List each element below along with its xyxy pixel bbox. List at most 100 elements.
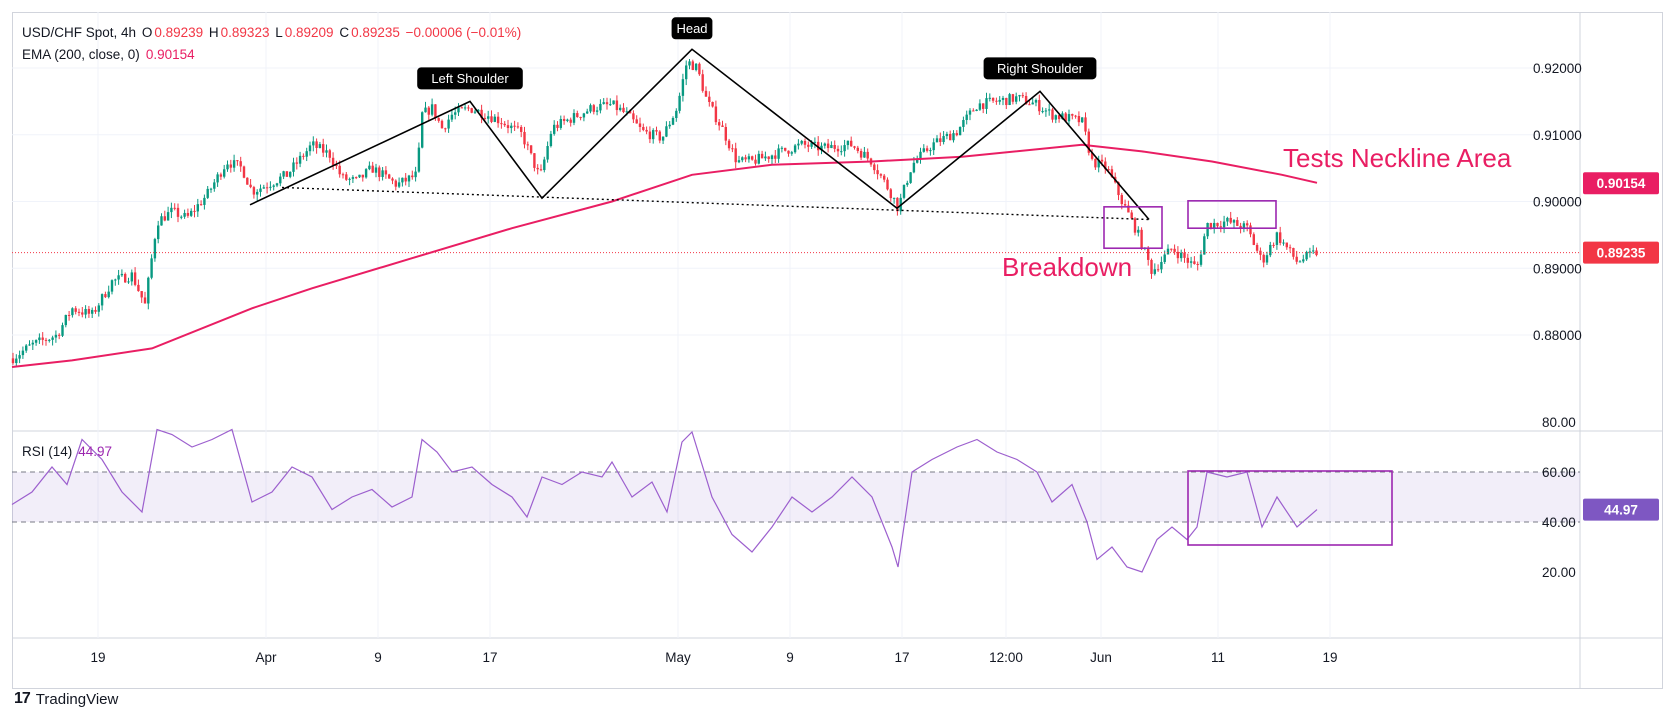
candle-body [727, 140, 731, 149]
candle-body [586, 111, 589, 114]
candle-body [259, 188, 262, 192]
candle-body [876, 170, 879, 175]
neckline [281, 186, 1150, 221]
pattern-label-bg [983, 57, 1097, 80]
head-and-shoulders-line [249, 48, 1150, 221]
candle-body [1031, 102, 1034, 105]
candle-body [265, 187, 269, 189]
candle-body [262, 187, 265, 189]
candle-body [1048, 109, 1051, 111]
candle-body [975, 109, 978, 111]
candle-body [371, 165, 374, 173]
candle-body [285, 171, 289, 177]
candle-body [1279, 232, 1282, 243]
candle-body [1094, 158, 1097, 168]
candle-body [793, 145, 797, 153]
candle-body [599, 103, 602, 111]
candle-body [1087, 131, 1090, 153]
rsi-value: 44.97 [78, 444, 113, 459]
candle-body [127, 281, 130, 283]
symbol-title[interactable]: USD/CHF Spot, 4h [22, 25, 137, 40]
candle-body [397, 182, 401, 187]
candle-body [658, 131, 661, 141]
candle-body [592, 105, 595, 112]
candle-body [741, 157, 744, 161]
candle-body [157, 225, 160, 240]
candle-body [252, 187, 256, 195]
candle-body [193, 210, 196, 212]
candle-body [790, 152, 793, 154]
time-axis-label: 17 [894, 650, 909, 665]
time-axis-label: 9 [374, 650, 382, 665]
time-axis-label: 19 [90, 650, 105, 665]
candle-body [549, 133, 553, 147]
candle-body [1209, 223, 1213, 229]
candle-body [232, 160, 236, 168]
candle-body [219, 174, 223, 177]
candle-body [1077, 115, 1081, 123]
candle-body [873, 164, 876, 171]
pattern-label: Right Shoulder [997, 61, 1084, 76]
candle-body [991, 97, 995, 101]
candle-body [331, 157, 335, 166]
candle-body [619, 107, 622, 111]
candle-body [1044, 110, 1048, 112]
candle-body [935, 138, 939, 143]
candle-body [1180, 252, 1183, 259]
candle-body [457, 107, 460, 113]
candle-body [826, 143, 830, 149]
candle-body [1183, 252, 1186, 258]
candle-body [166, 212, 170, 221]
candle-body [1242, 223, 1246, 229]
rsi-label[interactable]: RSI (14) [22, 444, 73, 459]
tradingview-logo[interactable]: 17 TradingView [14, 690, 118, 708]
candle-body [546, 146, 549, 160]
candle-body [866, 151, 869, 159]
ema-price-tag: 0.90154 [1597, 176, 1646, 191]
rsi-axis-label: 20.00 [1542, 565, 1576, 580]
candle-body [67, 314, 71, 316]
candle-body [731, 148, 734, 150]
candle-body [470, 108, 473, 113]
candle-body [249, 184, 252, 188]
candle-body [579, 117, 582, 119]
candle-body [338, 165, 341, 175]
candle-body [734, 148, 737, 163]
price-axis-label: 0.92000 [1533, 61, 1582, 76]
candle-body [226, 164, 229, 170]
candle-body [341, 174, 345, 176]
candle-body [34, 340, 38, 343]
candle-body [463, 107, 467, 109]
candle-body [107, 291, 110, 298]
candle-body [1226, 217, 1229, 222]
candle-body [335, 165, 338, 167]
candle-body [143, 297, 147, 304]
candle-body [1246, 223, 1249, 226]
candle-body [612, 100, 615, 105]
candle-body [1285, 242, 1288, 248]
ema-label[interactable]: EMA (200, close, 0) [22, 47, 140, 62]
candle-body [949, 133, 952, 141]
candle-body [1173, 248, 1176, 252]
candle-body [58, 334, 61, 336]
candle-body [760, 153, 764, 159]
candle-body [942, 136, 945, 143]
candle-body [1216, 222, 1219, 227]
candle-body [454, 112, 457, 115]
candle-body [892, 197, 896, 199]
candle-body [120, 273, 124, 276]
price-axis-label: 0.88000 [1533, 328, 1582, 343]
candle-body [100, 294, 104, 306]
candle-body [496, 116, 500, 124]
candle-body [345, 174, 348, 180]
candle-body [526, 144, 529, 146]
candle-body [744, 157, 747, 160]
candle-body [150, 258, 153, 278]
candle-body [675, 110, 678, 119]
candle-body [328, 150, 331, 158]
candle-body [381, 170, 384, 177]
candle-body [421, 112, 424, 148]
candle-body [282, 171, 285, 177]
candle-body [206, 188, 209, 198]
ema-price-tag-bg [1583, 172, 1659, 195]
